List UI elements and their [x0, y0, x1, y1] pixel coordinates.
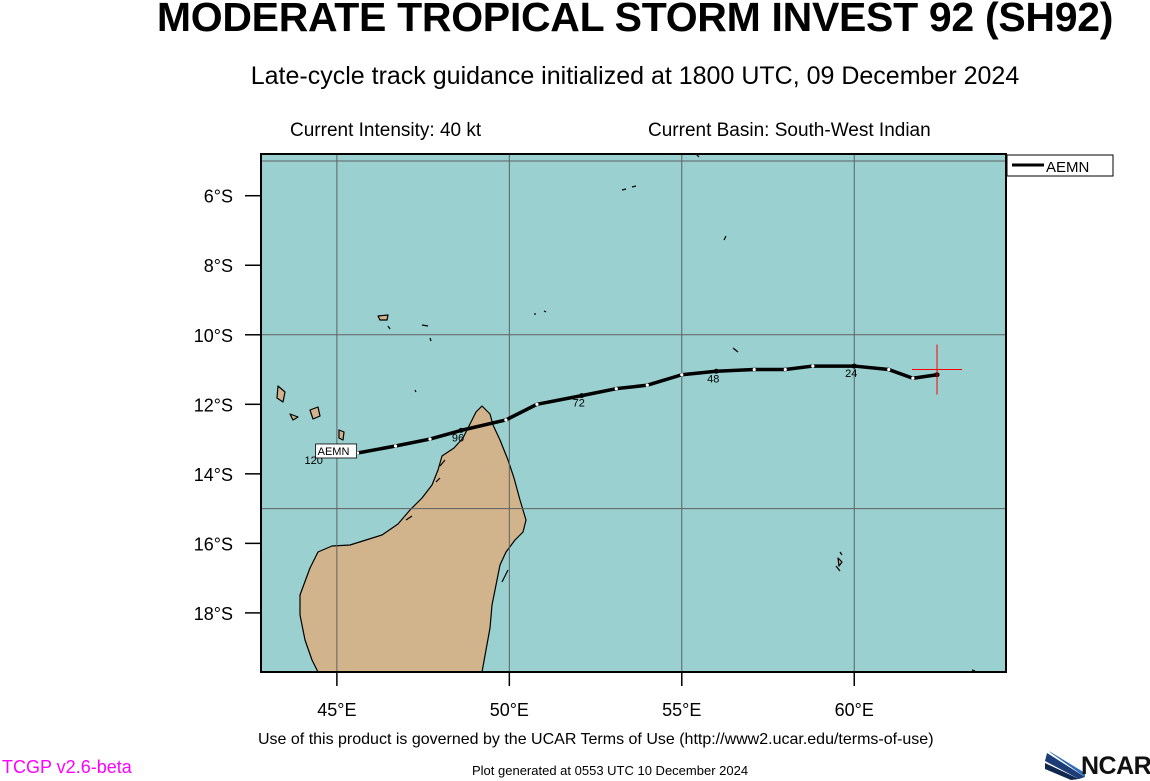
track-tau-label: 24	[845, 368, 857, 380]
version-label: TCGP v2.6-beta	[2, 757, 132, 777]
terms-of-use: Use of this product is governed by the U…	[258, 731, 934, 748]
islet	[621, 188, 627, 191]
islet	[839, 551, 843, 556]
islet	[439, 459, 446, 467]
legend-label: AEMN	[1046, 159, 1089, 176]
islet	[429, 337, 432, 342]
lon-tick-label: 45°E	[317, 700, 356, 720]
track-model-label: AEMN	[318, 446, 350, 458]
lat-tick-label: 16°S	[194, 534, 233, 554]
islet	[835, 565, 841, 572]
track-point	[851, 363, 857, 369]
madagascar-land	[299, 405, 527, 673]
track-point	[752, 367, 756, 372]
islet	[732, 347, 739, 353]
track-point	[393, 444, 398, 448]
ncar-logo: NCAR	[1045, 751, 1150, 780]
lat-tick-label: 14°S	[194, 465, 233, 485]
legend: AEMN	[1006, 154, 1114, 177]
lat-tick-label: 12°S	[194, 395, 233, 415]
track-point	[458, 427, 464, 433]
track-tau-label: 72	[573, 398, 585, 410]
ncar-logo-text: NCAR	[1081, 752, 1150, 780]
lon-tick-label: 55°E	[662, 700, 701, 720]
track-point	[428, 437, 432, 441]
mascarene-island	[837, 557, 843, 567]
islet	[405, 515, 413, 521]
islet	[435, 477, 441, 483]
track-point	[504, 418, 508, 422]
comoros-island	[276, 385, 286, 403]
ncar-logo-icon	[1045, 751, 1085, 780]
track-point	[645, 383, 649, 387]
axis-ticks: 45°E 50°E 55°E 60°E 6°S 8°S 10°S 12°S 14°S 16°S 18…	[194, 187, 874, 720]
islet	[971, 669, 976, 672]
track-point	[887, 367, 891, 372]
track-point	[911, 376, 915, 380]
islet	[631, 185, 637, 188]
islet	[421, 324, 429, 327]
track-tau-label: 96	[452, 432, 464, 444]
generated-timestamp: Plot generated at 0553 UTC 10 December 2…	[472, 763, 749, 778]
mayotte-island	[338, 429, 345, 441]
lat-tick-label: 8°S	[204, 256, 233, 276]
track-point	[614, 387, 618, 391]
track-point	[579, 393, 585, 399]
lon-tick-label: 60°E	[835, 700, 874, 720]
track-point	[713, 368, 719, 374]
landmass	[276, 314, 843, 673]
current-basin: Current Basin: South-West Indian	[648, 120, 931, 141]
islet	[543, 310, 547, 313]
graticule	[261, 154, 1006, 672]
current-intensity: Current Intensity: 40 kt	[290, 120, 482, 141]
track-point	[680, 373, 684, 377]
aldabra-island	[377, 314, 389, 321]
track-point	[535, 402, 539, 406]
map-title: MODERATE TROPICAL STORM INVEST 92 (SH92)	[156, 0, 1114, 40]
islet	[501, 569, 509, 583]
track-model-box	[315, 443, 358, 459]
track-tau-label: 48	[707, 373, 719, 385]
lat-tick-label: 6°S	[204, 187, 233, 207]
islet	[414, 389, 417, 393]
map-frame	[260, 153, 1007, 673]
current-position-marker	[912, 344, 963, 395]
map-subtitle: Late-cycle track guidance initialized at…	[250, 62, 1020, 90]
lon-tick-label: 50°E	[490, 700, 529, 720]
comoros-island	[289, 413, 299, 421]
track-point	[811, 364, 815, 368]
comoros-island	[309, 406, 321, 420]
track-point	[783, 367, 787, 372]
lat-tick-label: 18°S	[194, 604, 233, 624]
lat-tick-label: 10°S	[194, 326, 233, 346]
islet	[723, 235, 727, 241]
islet	[387, 325, 391, 330]
